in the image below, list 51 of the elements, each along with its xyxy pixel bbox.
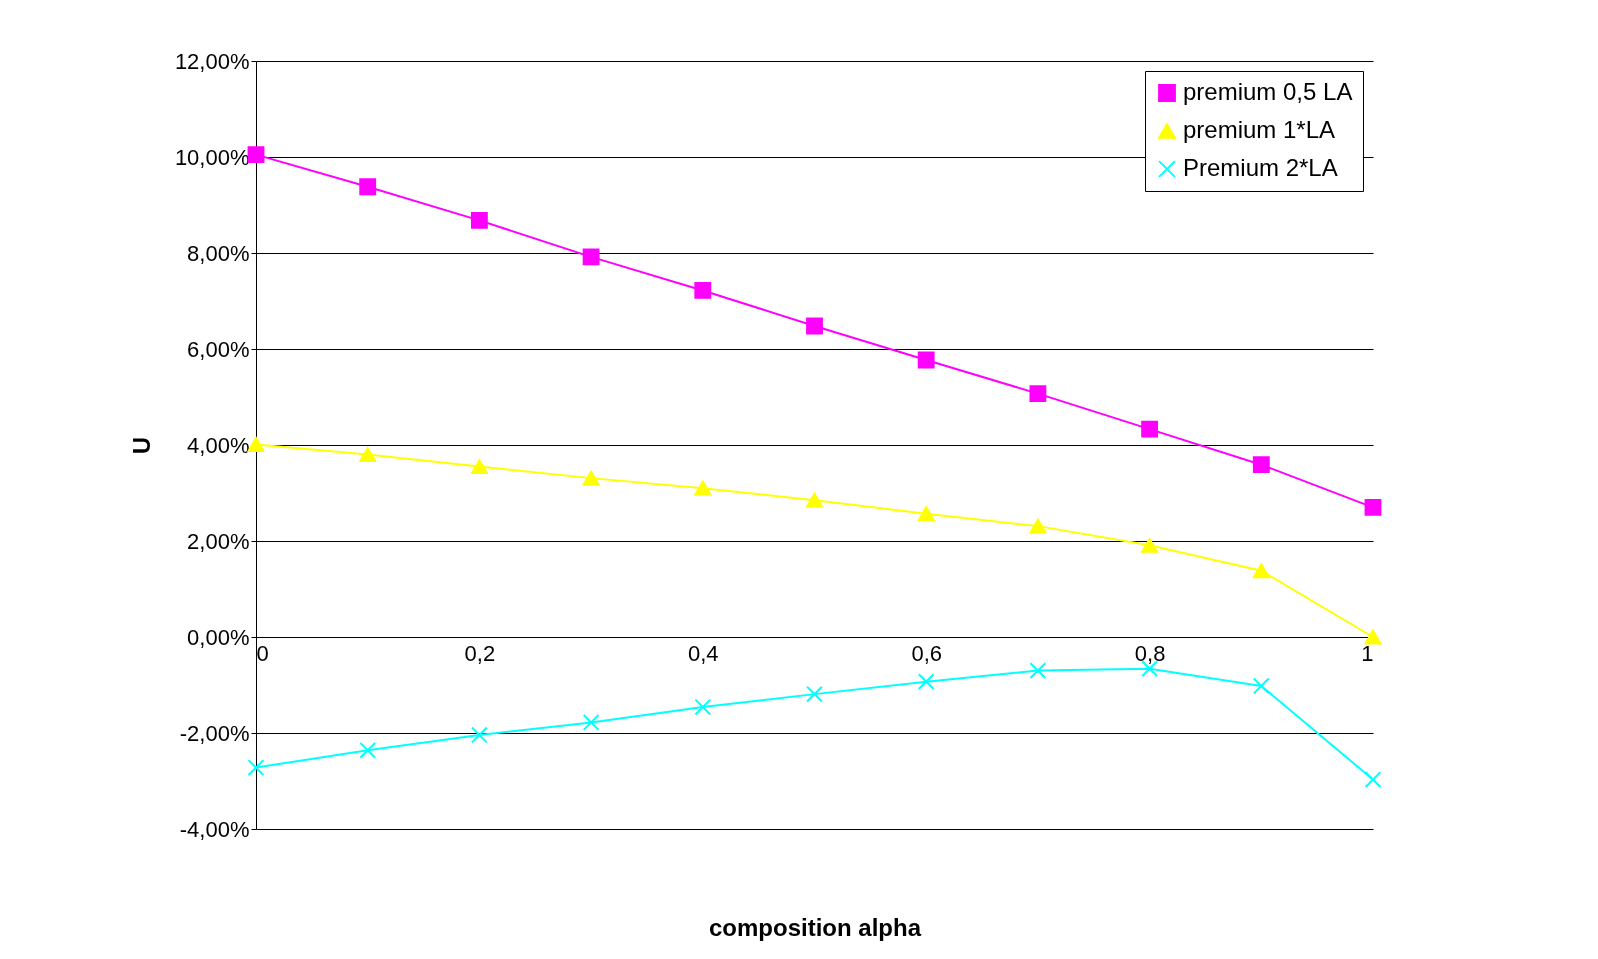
point bbox=[917, 673, 935, 691]
x-axis-title: composition alpha bbox=[708, 913, 922, 941]
y-tick-label: 0,00% bbox=[187, 624, 250, 650]
point bbox=[470, 726, 488, 744]
point bbox=[1029, 385, 1047, 403]
point bbox=[359, 741, 377, 759]
y-tick-label: 4,00% bbox=[187, 432, 250, 458]
point bbox=[582, 714, 600, 731]
legend-label: premium 0,5 LA bbox=[1183, 78, 1353, 105]
point bbox=[247, 146, 265, 164]
legend-label: Premium 2*LA bbox=[1183, 154, 1338, 181]
legend-label: premium 1*LA bbox=[1183, 116, 1336, 143]
point bbox=[806, 685, 823, 703]
point bbox=[247, 759, 265, 776]
y-tick-label: -2,00% bbox=[179, 720, 250, 746]
point bbox=[582, 470, 600, 486]
y-tick-label: 2,00% bbox=[187, 528, 250, 554]
point bbox=[1141, 420, 1159, 438]
y-tick-label: -4,00% bbox=[179, 816, 250, 842]
point bbox=[1029, 662, 1047, 680]
point bbox=[1364, 771, 1382, 788]
point bbox=[1252, 456, 1270, 474]
point bbox=[1364, 629, 1382, 645]
point bbox=[694, 282, 712, 299]
y-tick-label: 6,00% bbox=[187, 336, 250, 362]
x-tick-label: 0,6 bbox=[911, 640, 942, 666]
y-axis-title: U bbox=[127, 436, 155, 455]
y-tick-label: 8,00% bbox=[187, 240, 250, 266]
point bbox=[470, 211, 488, 229]
point bbox=[917, 351, 935, 369]
x-tick-label: 0,8 bbox=[1134, 640, 1166, 666]
point bbox=[694, 480, 712, 496]
y-tick-label: 12,00% bbox=[174, 48, 250, 74]
point bbox=[359, 447, 377, 463]
point bbox=[806, 492, 823, 508]
point bbox=[917, 506, 935, 522]
point bbox=[359, 178, 377, 196]
point bbox=[470, 459, 488, 475]
point bbox=[582, 248, 600, 266]
point bbox=[694, 698, 712, 716]
x-tick-label: 0 bbox=[256, 640, 269, 666]
y-tick-label: 10,00% bbox=[174, 144, 250, 170]
point bbox=[1364, 498, 1382, 516]
point bbox=[1141, 537, 1159, 553]
x-tick-label: 1 bbox=[1361, 640, 1374, 666]
x-tick-label: 0,4 bbox=[688, 640, 719, 666]
point bbox=[1029, 518, 1047, 534]
x-tick-label: 0,2 bbox=[464, 640, 496, 666]
point bbox=[1252, 677, 1270, 695]
point bbox=[1252, 563, 1270, 579]
point bbox=[806, 317, 823, 335]
